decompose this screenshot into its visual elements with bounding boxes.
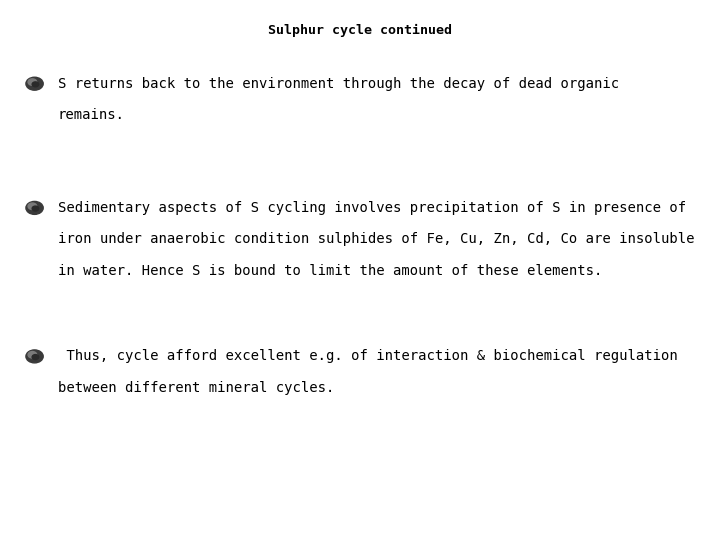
Circle shape xyxy=(26,350,43,363)
Circle shape xyxy=(28,79,37,85)
Circle shape xyxy=(32,82,39,87)
Circle shape xyxy=(32,355,39,360)
Text: S returns back to the environment through the decay of dead organic: S returns back to the environment throug… xyxy=(58,77,618,91)
Circle shape xyxy=(28,203,37,210)
Circle shape xyxy=(32,206,39,211)
Text: Sedimentary aspects of S cycling involves precipitation of S in presence of: Sedimentary aspects of S cycling involve… xyxy=(58,201,685,215)
Text: between different mineral cycles.: between different mineral cycles. xyxy=(58,381,334,395)
Circle shape xyxy=(28,352,37,358)
Text: iron under anaerobic condition sulphides of Fe, Cu, Zn, Cd, Co are insoluble: iron under anaerobic condition sulphides… xyxy=(58,232,694,246)
Text: remains.: remains. xyxy=(58,108,125,122)
Circle shape xyxy=(26,201,43,214)
Text: in water. Hence S is bound to limit the amount of these elements.: in water. Hence S is bound to limit the … xyxy=(58,264,602,278)
Circle shape xyxy=(26,77,43,90)
Text: Sulphur cycle continued: Sulphur cycle continued xyxy=(268,24,452,37)
Text: Thus, cycle afford excellent e.g. of interaction & biochemical regulation: Thus, cycle afford excellent e.g. of int… xyxy=(58,349,678,363)
